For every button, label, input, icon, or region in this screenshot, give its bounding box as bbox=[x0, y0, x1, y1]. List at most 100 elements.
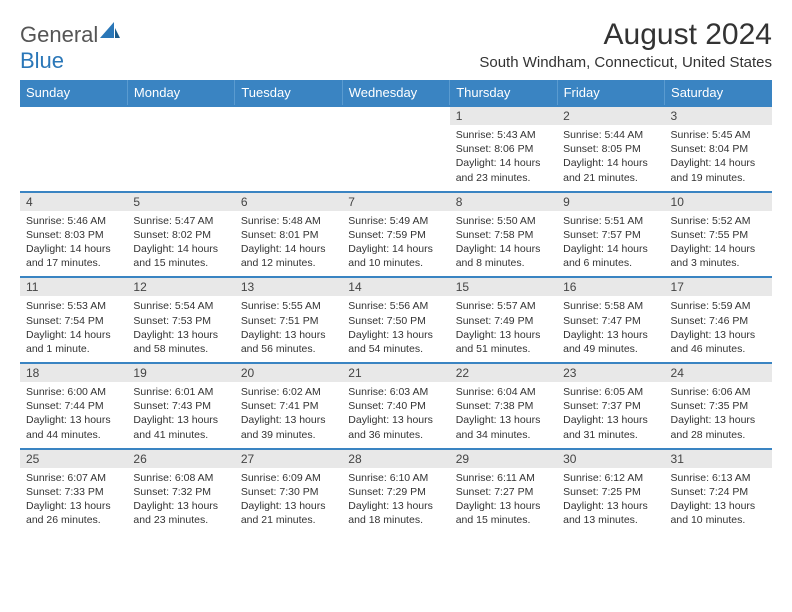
day-number: 27 bbox=[235, 450, 342, 468]
sunrise-text: Sunrise: 5:48 AM bbox=[241, 214, 336, 228]
sunrise-text: Sunrise: 6:13 AM bbox=[671, 471, 766, 485]
calendar-day-cell: 14Sunrise: 5:56 AMSunset: 7:50 PMDayligh… bbox=[342, 277, 449, 363]
calendar-table: SundayMondayTuesdayWednesdayThursdayFrid… bbox=[20, 80, 772, 533]
sunset-text: Sunset: 7:40 PM bbox=[348, 399, 443, 413]
sunrise-text: Sunrise: 6:06 AM bbox=[671, 385, 766, 399]
day-number: 5 bbox=[127, 193, 234, 211]
daylight-text: Daylight: 13 hours and 18 minutes. bbox=[348, 499, 443, 527]
calendar-day-cell: 13Sunrise: 5:55 AMSunset: 7:51 PMDayligh… bbox=[235, 277, 342, 363]
weekday-header: Wednesday bbox=[342, 80, 449, 106]
calendar-day-cell: 31Sunrise: 6:13 AMSunset: 7:24 PMDayligh… bbox=[665, 449, 772, 534]
sunrise-text: Sunrise: 5:51 AM bbox=[563, 214, 658, 228]
day-number: 22 bbox=[450, 364, 557, 382]
day-body: Sunrise: 6:02 AMSunset: 7:41 PMDaylight:… bbox=[235, 382, 342, 448]
day-body: Sunrise: 5:50 AMSunset: 7:58 PMDaylight:… bbox=[450, 211, 557, 277]
sunset-text: Sunset: 8:05 PM bbox=[563, 142, 658, 156]
sunrise-text: Sunrise: 5:53 AM bbox=[26, 299, 121, 313]
sunset-text: Sunset: 7:44 PM bbox=[26, 399, 121, 413]
sunrise-text: Sunrise: 5:49 AM bbox=[348, 214, 443, 228]
day-number: 24 bbox=[665, 364, 772, 382]
calendar-day-cell: 26Sunrise: 6:08 AMSunset: 7:32 PMDayligh… bbox=[127, 449, 234, 534]
daylight-text: Daylight: 13 hours and 44 minutes. bbox=[26, 413, 121, 441]
day-number: 3 bbox=[665, 107, 772, 125]
sunrise-text: Sunrise: 6:01 AM bbox=[133, 385, 228, 399]
daylight-text: Daylight: 13 hours and 54 minutes. bbox=[348, 328, 443, 356]
day-number: 29 bbox=[450, 450, 557, 468]
daylight-text: Daylight: 13 hours and 56 minutes. bbox=[241, 328, 336, 356]
day-body: Sunrise: 6:00 AMSunset: 7:44 PMDaylight:… bbox=[20, 382, 127, 448]
day-body: Sunrise: 5:56 AMSunset: 7:50 PMDaylight:… bbox=[342, 296, 449, 362]
sunrise-text: Sunrise: 5:45 AM bbox=[671, 128, 766, 142]
calendar-week-row: 18Sunrise: 6:00 AMSunset: 7:44 PMDayligh… bbox=[20, 363, 772, 449]
calendar-week-row: 1Sunrise: 5:43 AMSunset: 8:06 PMDaylight… bbox=[20, 106, 772, 192]
day-number bbox=[127, 107, 234, 125]
day-body bbox=[235, 125, 342, 187]
day-body bbox=[127, 125, 234, 187]
day-number: 16 bbox=[557, 278, 664, 296]
calendar-day-cell: 12Sunrise: 5:54 AMSunset: 7:53 PMDayligh… bbox=[127, 277, 234, 363]
day-body: Sunrise: 6:06 AMSunset: 7:35 PMDaylight:… bbox=[665, 382, 772, 448]
daylight-text: Daylight: 13 hours and 21 minutes. bbox=[241, 499, 336, 527]
sunrise-text: Sunrise: 6:05 AM bbox=[563, 385, 658, 399]
logo-text-accent: Blue bbox=[20, 48, 64, 73]
day-body: Sunrise: 6:05 AMSunset: 7:37 PMDaylight:… bbox=[557, 382, 664, 448]
sunrise-text: Sunrise: 6:08 AM bbox=[133, 471, 228, 485]
sunset-text: Sunset: 7:50 PM bbox=[348, 314, 443, 328]
sunrise-text: Sunrise: 6:11 AM bbox=[456, 471, 551, 485]
day-body: Sunrise: 5:47 AMSunset: 8:02 PMDaylight:… bbox=[127, 211, 234, 277]
day-number: 15 bbox=[450, 278, 557, 296]
day-body: Sunrise: 5:45 AMSunset: 8:04 PMDaylight:… bbox=[665, 125, 772, 191]
sunrise-text: Sunrise: 5:56 AM bbox=[348, 299, 443, 313]
daylight-text: Daylight: 13 hours and 13 minutes. bbox=[563, 499, 658, 527]
day-body: Sunrise: 5:58 AMSunset: 7:47 PMDaylight:… bbox=[557, 296, 664, 362]
sunrise-text: Sunrise: 6:09 AM bbox=[241, 471, 336, 485]
logo-text-main: General bbox=[20, 22, 98, 47]
calendar-day-cell: 30Sunrise: 6:12 AMSunset: 7:25 PMDayligh… bbox=[557, 449, 664, 534]
sunrise-text: Sunrise: 5:54 AM bbox=[133, 299, 228, 313]
calendar-day-cell: 28Sunrise: 6:10 AMSunset: 7:29 PMDayligh… bbox=[342, 449, 449, 534]
day-number: 18 bbox=[20, 364, 127, 382]
calendar-day-cell: 8Sunrise: 5:50 AMSunset: 7:58 PMDaylight… bbox=[450, 192, 557, 278]
day-body: Sunrise: 5:49 AMSunset: 7:59 PMDaylight:… bbox=[342, 211, 449, 277]
calendar-day-cell: 4Sunrise: 5:46 AMSunset: 8:03 PMDaylight… bbox=[20, 192, 127, 278]
day-number: 23 bbox=[557, 364, 664, 382]
daylight-text: Daylight: 14 hours and 15 minutes. bbox=[133, 242, 228, 270]
sunset-text: Sunset: 7:35 PM bbox=[671, 399, 766, 413]
sunrise-text: Sunrise: 6:07 AM bbox=[26, 471, 121, 485]
sunset-text: Sunset: 8:01 PM bbox=[241, 228, 336, 242]
sunrise-text: Sunrise: 6:10 AM bbox=[348, 471, 443, 485]
sunset-text: Sunset: 7:57 PM bbox=[563, 228, 658, 242]
sunrise-text: Sunrise: 5:52 AM bbox=[671, 214, 766, 228]
day-body: Sunrise: 5:46 AMSunset: 8:03 PMDaylight:… bbox=[20, 211, 127, 277]
calendar-day-cell: 21Sunrise: 6:03 AMSunset: 7:40 PMDayligh… bbox=[342, 363, 449, 449]
day-body: Sunrise: 6:01 AMSunset: 7:43 PMDaylight:… bbox=[127, 382, 234, 448]
calendar-week-row: 4Sunrise: 5:46 AMSunset: 8:03 PMDaylight… bbox=[20, 192, 772, 278]
daylight-text: Daylight: 13 hours and 15 minutes. bbox=[456, 499, 551, 527]
day-number: 7 bbox=[342, 193, 449, 211]
day-body: Sunrise: 6:04 AMSunset: 7:38 PMDaylight:… bbox=[450, 382, 557, 448]
sunrise-text: Sunrise: 5:50 AM bbox=[456, 214, 551, 228]
day-number bbox=[235, 107, 342, 125]
day-body: Sunrise: 6:13 AMSunset: 7:24 PMDaylight:… bbox=[665, 468, 772, 534]
day-body: Sunrise: 6:09 AMSunset: 7:30 PMDaylight:… bbox=[235, 468, 342, 534]
daylight-text: Daylight: 13 hours and 36 minutes. bbox=[348, 413, 443, 441]
daylight-text: Daylight: 14 hours and 19 minutes. bbox=[671, 156, 766, 184]
month-title: August 2024 bbox=[479, 18, 772, 52]
calendar-day-cell: 3Sunrise: 5:45 AMSunset: 8:04 PMDaylight… bbox=[665, 106, 772, 192]
calendar-day-cell: 18Sunrise: 6:00 AMSunset: 7:44 PMDayligh… bbox=[20, 363, 127, 449]
sunset-text: Sunset: 7:49 PM bbox=[456, 314, 551, 328]
header: General Blue August 2024 South Windham, … bbox=[20, 18, 772, 74]
sunset-text: Sunset: 7:43 PM bbox=[133, 399, 228, 413]
calendar-day-cell: 2Sunrise: 5:44 AMSunset: 8:05 PMDaylight… bbox=[557, 106, 664, 192]
day-body: Sunrise: 5:52 AMSunset: 7:55 PMDaylight:… bbox=[665, 211, 772, 277]
day-number: 2 bbox=[557, 107, 664, 125]
weekday-header: Monday bbox=[127, 80, 234, 106]
day-body: Sunrise: 5:51 AMSunset: 7:57 PMDaylight:… bbox=[557, 211, 664, 277]
sunrise-text: Sunrise: 5:44 AM bbox=[563, 128, 658, 142]
calendar-day-cell: 6Sunrise: 5:48 AMSunset: 8:01 PMDaylight… bbox=[235, 192, 342, 278]
day-body: Sunrise: 5:48 AMSunset: 8:01 PMDaylight:… bbox=[235, 211, 342, 277]
day-body: Sunrise: 5:59 AMSunset: 7:46 PMDaylight:… bbox=[665, 296, 772, 362]
sunset-text: Sunset: 7:41 PM bbox=[241, 399, 336, 413]
calendar-day-cell bbox=[20, 106, 127, 192]
day-number bbox=[20, 107, 127, 125]
